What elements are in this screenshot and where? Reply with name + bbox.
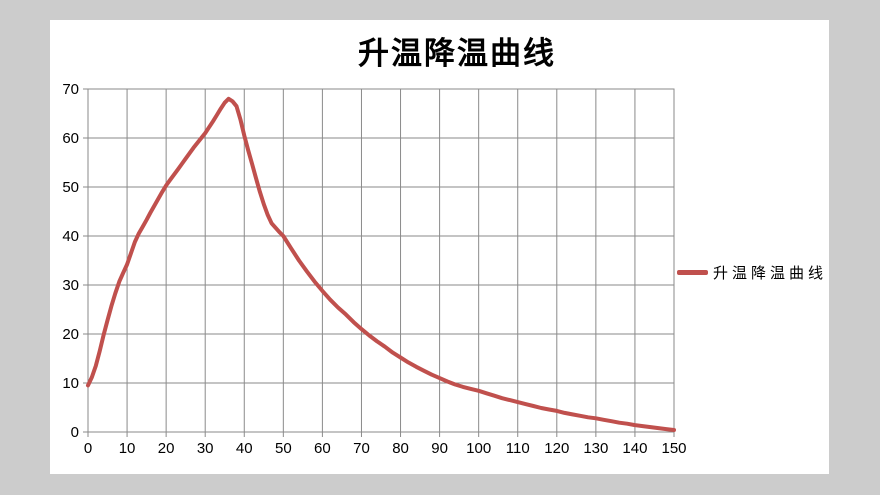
x-tick-label: 60 [314,440,331,457]
y-tick-label: 20 [62,326,79,343]
plot-border [87,88,675,433]
gridlines [83,88,675,437]
x-axis-tick-labels: 0 10 20 30 40 50 60 70 80 90 100 110 120 130 140 150 [84,440,687,457]
x-tick-label: 100 [466,440,491,457]
x-tick-label: 70 [353,440,370,457]
chart-title: 升温降温曲线 [358,36,556,71]
x-tick-label: 0 [84,440,92,457]
x-tick-label: 140 [622,440,647,457]
y-tick-label: 50 [62,179,79,196]
x-tick-label: 40 [236,440,253,457]
series-line [86,96,676,432]
x-tick-label: 120 [544,440,569,457]
legend-line-swatch [677,270,708,275]
x-tick-label: 130 [583,440,608,457]
y-tick-label: 60 [62,130,79,147]
x-tick-label: 110 [506,440,530,457]
x-tick-label: 150 [661,440,686,457]
y-tick-label: 0 [71,424,79,441]
y-tick-label: 10 [62,375,79,392]
y-axis-tick-labels: 0 10 20 30 40 50 60 70 [62,81,79,441]
x-tick-label: 90 [431,440,448,457]
x-tick-label: 50 [275,440,292,457]
x-tick-label: 30 [197,440,214,457]
legend-series-label: 升温降温曲线 [713,265,828,282]
y-tick-label: 40 [62,228,79,245]
x-tick-label: 80 [392,440,409,457]
x-tick-label: 10 [119,440,136,457]
y-tick-label: 30 [62,277,79,294]
legend: 升温降温曲线 [677,262,827,283]
y-tick-label: 70 [62,81,79,98]
x-tick-label: 20 [158,440,175,457]
